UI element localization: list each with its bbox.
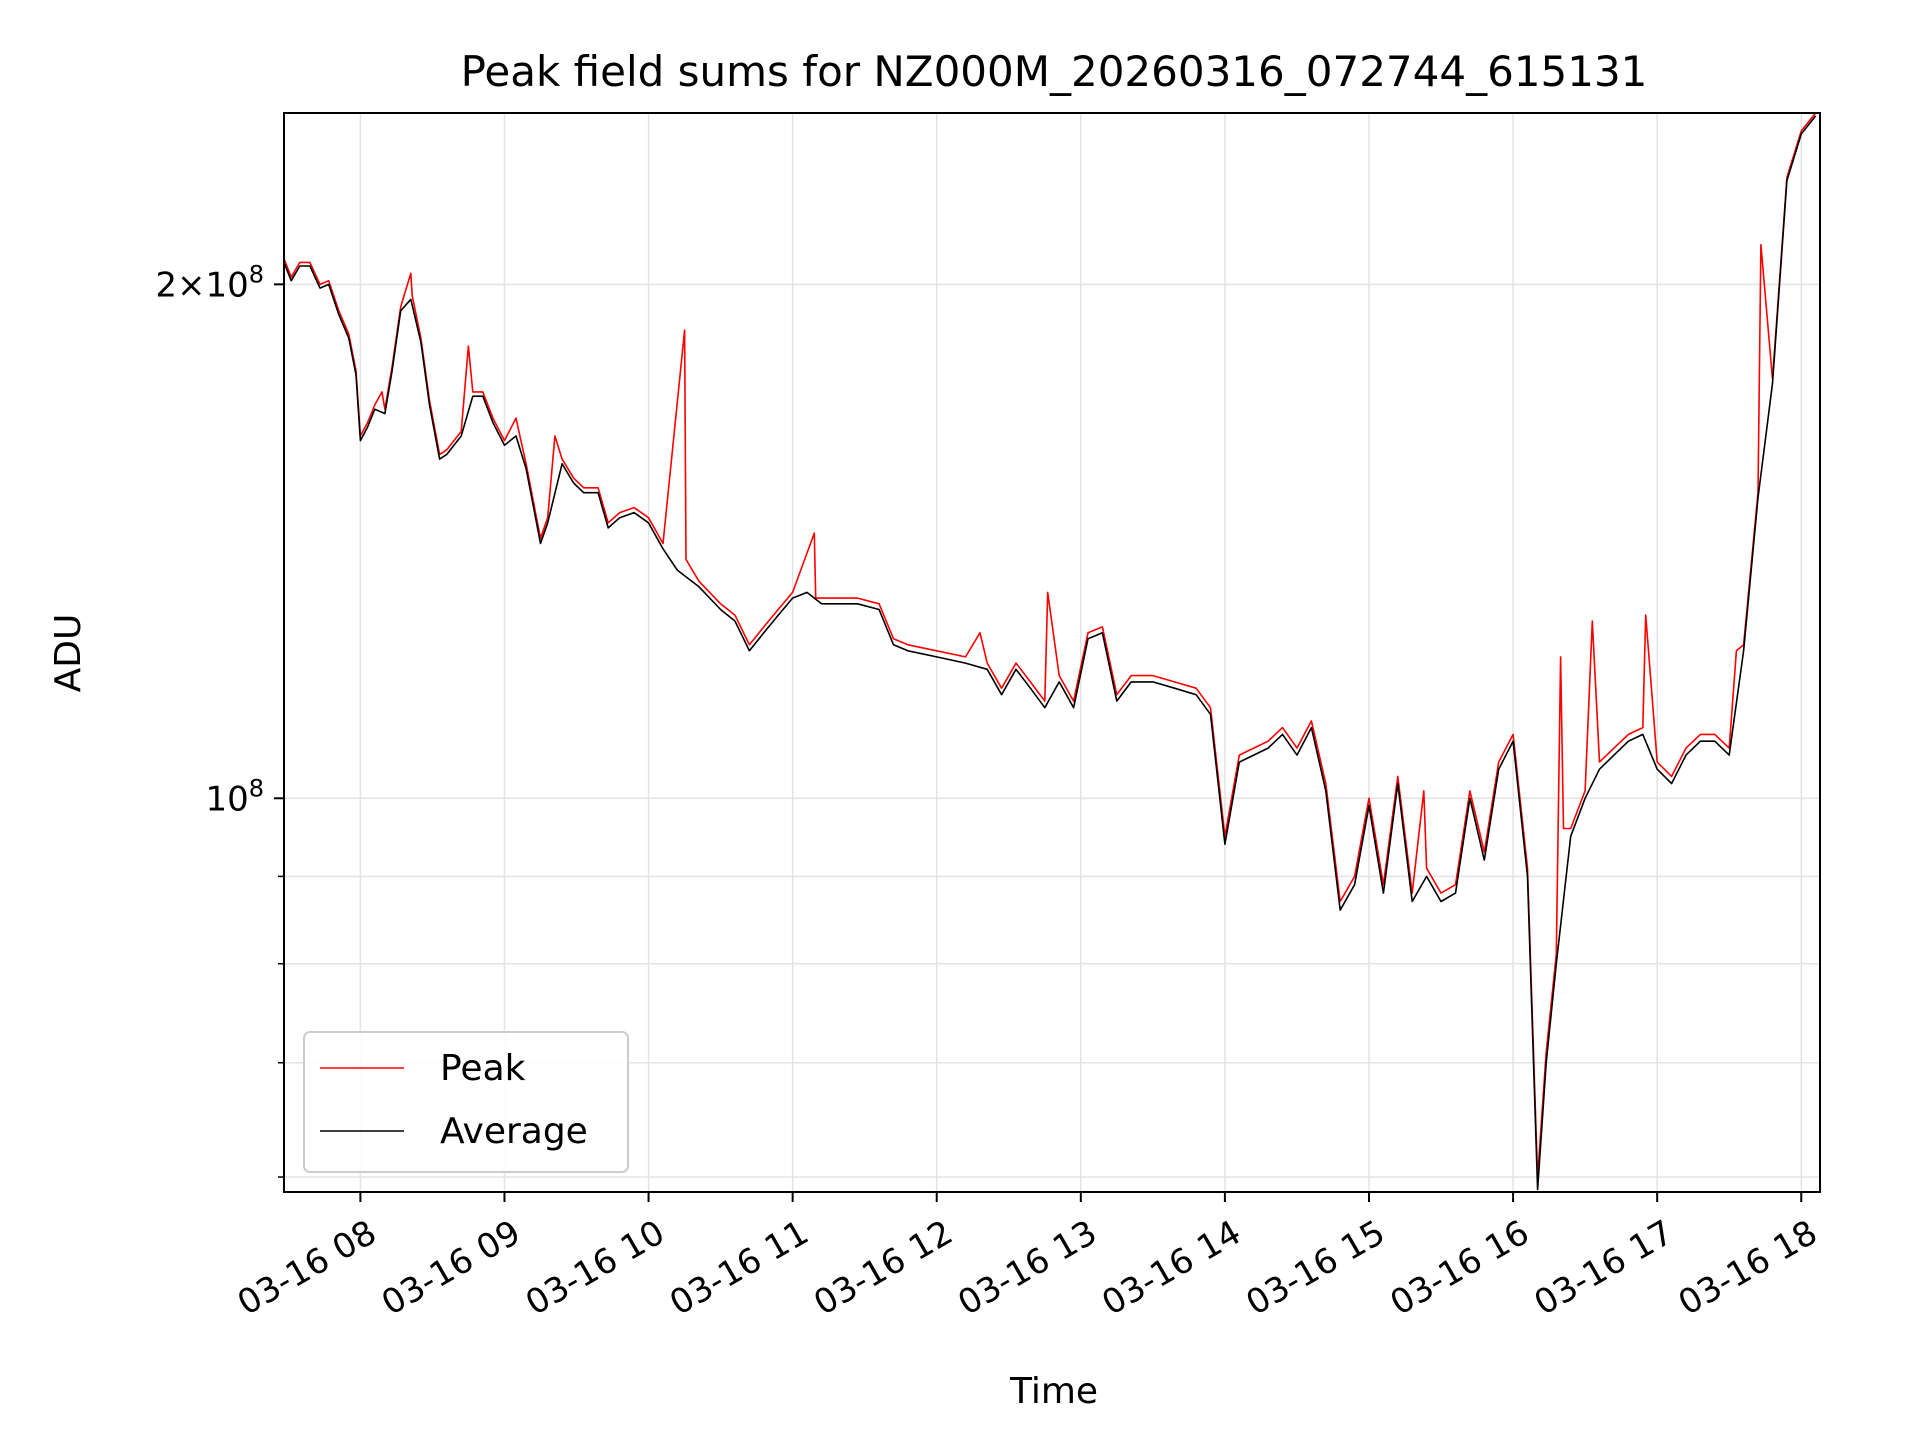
x-tick-label: 03-16 08 bbox=[231, 1213, 383, 1324]
x-tick-label: 03-16 18 bbox=[1672, 1213, 1824, 1324]
chart-title: Peak field sums for NZ000M_20260316_0727… bbox=[461, 47, 1648, 96]
legend-box bbox=[303, 1031, 629, 1173]
series-group bbox=[283, 112, 1817, 1191]
x-tick-label: 03-16 13 bbox=[951, 1213, 1103, 1324]
y-axis: 108 2×108 bbox=[155, 260, 284, 1178]
y-tick-label: 108 bbox=[205, 774, 264, 819]
series-line-peak bbox=[283, 112, 1817, 1178]
plot-frame bbox=[283, 112, 1821, 1193]
x-tick-label: 03-16 14 bbox=[1095, 1213, 1247, 1324]
legend: Peak Average bbox=[303, 1031, 629, 1173]
grid bbox=[284, 113, 1820, 1192]
x-tick-label: 03-16 09 bbox=[375, 1213, 527, 1324]
x-tick-label: 03-16 11 bbox=[663, 1213, 815, 1324]
y-tick-label: 2×108 bbox=[155, 260, 264, 305]
x-tick-label: 03-16 10 bbox=[519, 1213, 671, 1324]
x-tick-label: 03-16 15 bbox=[1240, 1213, 1392, 1324]
x-tick-label: 03-16 16 bbox=[1384, 1213, 1536, 1324]
x-tick-label: 03-16 17 bbox=[1528, 1213, 1680, 1324]
series-line-average bbox=[283, 115, 1817, 1191]
legend-label-peak: Peak bbox=[440, 1048, 526, 1089]
x-tick-label: 03-16 12 bbox=[807, 1213, 959, 1324]
y-axis-label: ADU bbox=[48, 614, 89, 693]
legend-label-average: Average bbox=[440, 1111, 588, 1152]
x-axis-label: Time bbox=[1009, 1371, 1098, 1412]
